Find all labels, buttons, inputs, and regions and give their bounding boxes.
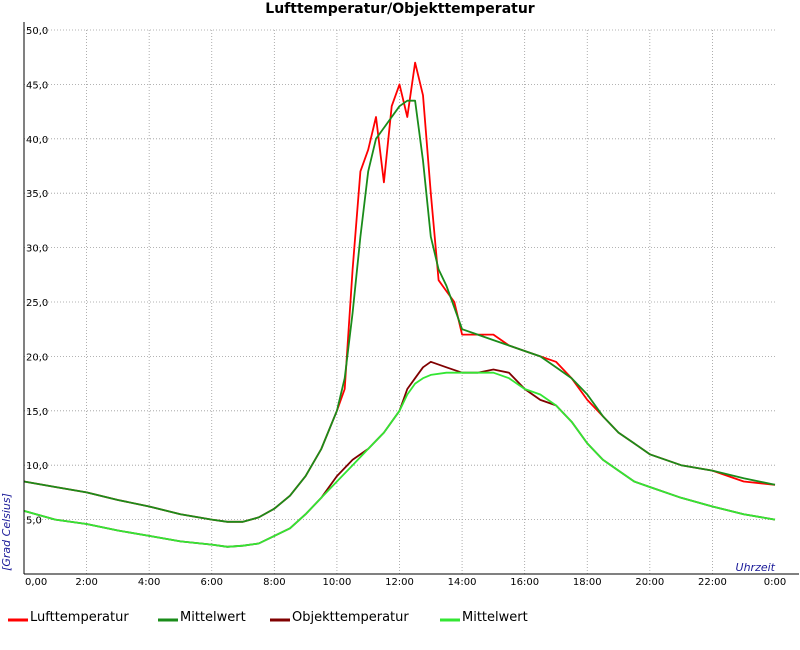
x-tick-label: 2:00 xyxy=(75,577,97,588)
y-tick-label: 25,0 xyxy=(26,298,48,309)
y-tick-label: 5,0 xyxy=(26,516,42,527)
grid xyxy=(24,29,775,574)
y-ticks: 5,0 10,0 15,0 20,0 25,0 30,0 35,0 40,0 45,0 50,0 xyxy=(26,26,48,527)
x-axis-label: Uhrzeit xyxy=(736,561,776,574)
x-tick-label: 20:00 xyxy=(635,577,664,588)
y-tick-label: 45,0 xyxy=(26,80,48,91)
axes xyxy=(23,22,799,575)
legend-item: Mittelwert xyxy=(158,610,246,625)
legend-label: Mittelwert xyxy=(462,610,528,625)
y-tick-label: 35,0 xyxy=(26,189,48,200)
x-tick-label: 16:00 xyxy=(510,577,539,588)
x-tick-label: 4:00 xyxy=(138,577,160,588)
chart-title: Lufttemperatur/Objekttemperatur xyxy=(265,1,535,17)
legend-label: Mittelwert xyxy=(180,610,246,625)
x-tick-label: 18:00 xyxy=(573,577,602,588)
x-tick-label: 14:00 xyxy=(448,577,477,588)
series-line-4 xyxy=(23,371,776,548)
x-tick-label: 0,00 xyxy=(25,577,47,588)
legend: Lufttemperatur Mittelwert Objekttemperatur… xyxy=(8,610,528,625)
series-line-2 xyxy=(23,99,776,523)
x-tick-label: 6:00 xyxy=(201,577,223,588)
series-layer xyxy=(23,61,776,548)
x-tick-label: 0:00 xyxy=(764,577,786,588)
x-tick-label: 10:00 xyxy=(323,577,352,588)
y-axis-label: [Grad Celsius] xyxy=(0,493,13,571)
legend-item: Objekttemperatur xyxy=(270,610,409,625)
legend-label: Lufttemperatur xyxy=(30,610,129,625)
y-tick-label: 15,0 xyxy=(26,407,48,418)
legend-item: Lufttemperatur xyxy=(8,610,129,625)
x-tick-label: 22:00 xyxy=(698,577,727,588)
y-tick-label: 40,0 xyxy=(26,135,48,146)
y-tick-label: 20,0 xyxy=(26,352,48,363)
x-ticks: 0,00 2:00 4:00 6:00 8:00 10:00 12:00 14:00 16:00… xyxy=(25,577,786,588)
x-tick-label: 12:00 xyxy=(385,577,414,588)
legend-label: Objekttemperatur xyxy=(292,610,409,625)
x-tick-label: 8:00 xyxy=(263,577,285,588)
legend-item: Mittelwert xyxy=(440,610,528,625)
series-line-1 xyxy=(23,61,776,523)
y-tick-label: 50,0 xyxy=(26,26,48,37)
y-tick-label: 10,0 xyxy=(26,461,48,472)
y-tick-label: 30,0 xyxy=(26,244,48,255)
